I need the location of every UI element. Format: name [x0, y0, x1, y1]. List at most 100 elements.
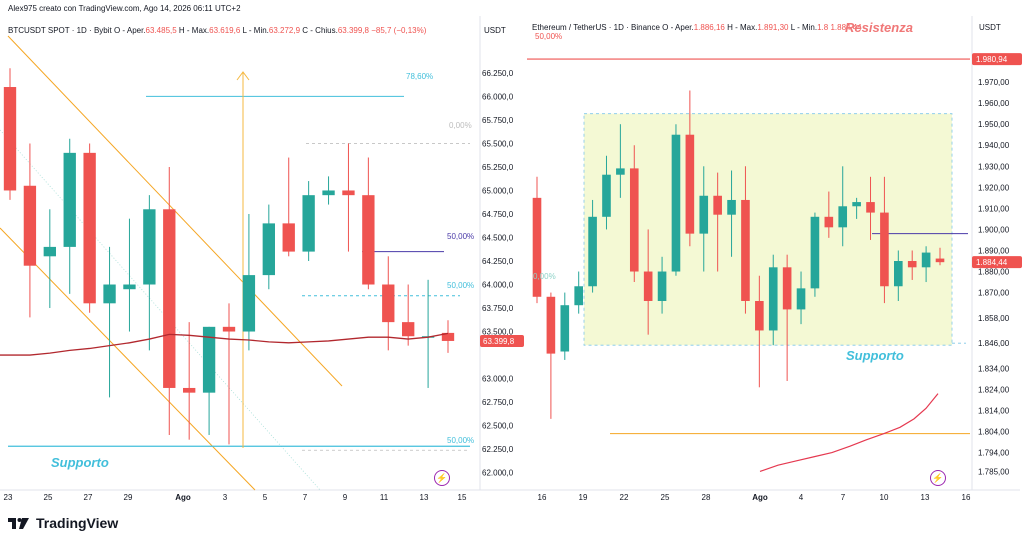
btc-y-tick: 65.000,0 — [482, 186, 514, 195]
btc-moving-average — [0, 332, 449, 356]
eth-resistance-text: 1.980,94 — [976, 55, 1008, 64]
eth-candle-body — [588, 216, 597, 287]
btc-high-value: 63.619,6 — [209, 26, 241, 35]
eth-y-tick: 1.858,00 — [978, 314, 1010, 323]
eth-candle-body — [894, 261, 903, 287]
eth-candle-body — [657, 271, 667, 301]
eth-open-value: 1.886,16 — [693, 23, 725, 32]
eth-y-tick: 1.900,00 — [978, 225, 1010, 234]
btc-candle-body — [43, 246, 56, 257]
btc-close-value: 63.399,8 — [337, 26, 369, 35]
eth-y-tick: 1.910,00 — [978, 204, 1010, 213]
btc-low-value: 63.272,9 — [268, 26, 301, 35]
btc-fib50-support-label: 50,00% — [447, 436, 475, 445]
eth-x-tick: 7 — [841, 493, 846, 502]
btc-symbol: BTCUSDT SPOT · 1D · Bybit — [8, 26, 112, 35]
btc-x-tick: 29 — [124, 493, 133, 502]
eth-y-tick: 1.880,00 — [978, 268, 1010, 277]
btc-candle-body — [163, 209, 176, 388]
eth-y-tick: 1.870,00 — [978, 289, 1010, 298]
btc-x-tick: 11 — [380, 493, 389, 502]
tradingview-logo[interactable]: TradingView — [8, 515, 118, 531]
btc-change-value: −85,7 (−0,13%) — [371, 26, 427, 35]
btc-x-tick: 13 — [420, 493, 429, 502]
creator-caption: Alex975 creato con TradingView.com, Ago … — [8, 4, 241, 13]
eth-candle-body — [782, 267, 792, 310]
eth-x-tick: 19 — [579, 493, 588, 502]
eth-candle-body — [935, 258, 945, 263]
eth-candle-body — [629, 168, 639, 272]
eth-x-tick: 25 — [661, 493, 670, 502]
eth-candle-body — [921, 252, 931, 268]
btc-y-tick: 64.750,0 — [482, 210, 514, 219]
eth-x-tick: 16 — [962, 493, 971, 502]
btc-trend-dotted — [0, 129, 321, 491]
btc-alert-icon[interactable]: ⚡ — [434, 470, 450, 486]
eth-candle-body — [560, 305, 570, 352]
btc-x-tick: 23 — [4, 493, 13, 502]
eth-candle-body — [685, 134, 695, 234]
eth-last-price-text: 1.884,44 — [976, 258, 1008, 267]
eth-y-tick: 1.824,00 — [978, 385, 1010, 394]
eth-candle-body — [907, 261, 917, 268]
btc-y-tick: 62.250,0 — [482, 445, 514, 454]
btc-legend: BTCUSDT SPOT · 1D · Bybit O - Aper.63.48… — [8, 26, 426, 35]
btc-x-tick: 9 — [343, 493, 348, 502]
btc-candle-body — [402, 322, 415, 337]
btc-projection-arrowhead — [236, 71, 250, 81]
eth-y-tick: 1.930,00 — [978, 162, 1010, 171]
btc-x-tick: 15 — [458, 493, 467, 502]
eth-moving-average — [759, 393, 939, 473]
btc-candle-body — [222, 326, 236, 332]
tradingview-logo-icon — [8, 518, 29, 529]
btc-candle-body — [242, 275, 256, 332]
btc-candle-body — [83, 152, 96, 304]
btc-close-label: C - Chius. — [302, 26, 338, 35]
eth-support-label: Supporto — [846, 348, 904, 363]
eth-candle-body — [574, 286, 583, 306]
eth-resistance-label: Resistenza — [845, 20, 913, 35]
btc-x-tick: 3 — [223, 493, 228, 502]
eth-x-tick: 10 — [880, 493, 889, 502]
eth-low-value: 1.8 — [817, 23, 829, 32]
eth-candle-body — [713, 195, 722, 215]
eth-candle-body — [838, 206, 848, 228]
eth-y-tick: 1.785,00 — [978, 467, 1010, 476]
btc-y-tick: 63.500,0 — [482, 328, 514, 337]
btc-fib0-label: 0,00% — [449, 121, 472, 130]
eth-candle-body — [671, 134, 681, 272]
eth-y-tick: 1.846,00 — [978, 339, 1010, 348]
btc-last-price-text: 63.399,8 — [483, 337, 515, 346]
eth-open-label: O - Aper. — [662, 23, 694, 32]
eth-y-tick: 1.940,00 — [978, 141, 1010, 150]
btc-fib50-dashed-label: 50,00% — [447, 281, 475, 290]
eth-y-tick: 1.834,00 — [978, 364, 1010, 373]
eth-high-value: 1.891,30 — [757, 23, 789, 32]
eth-x-tick: 28 — [702, 493, 711, 502]
eth-x-tick: 16 — [538, 493, 547, 502]
btc-y-tick: 66.250,0 — [482, 69, 514, 78]
eth-low-label: L - Min. — [790, 23, 818, 32]
btc-channel-lower — [0, 227, 256, 491]
eth-fib50-label: 50,00% — [535, 32, 563, 41]
eth-candle-body — [699, 195, 709, 234]
btc-currency-label: USDT — [484, 26, 506, 35]
eth-alert-icon[interactable]: ⚡ — [930, 470, 946, 486]
btc-candle-body — [262, 223, 275, 276]
eth-x-tick: 4 — [799, 493, 804, 502]
btc-x-tick: 25 — [44, 493, 53, 502]
btc-y-tick: 62.000,0 — [482, 469, 514, 478]
eth-y-tick: 1.950,00 — [978, 120, 1010, 129]
eth-last-price-badge — [972, 256, 1022, 269]
btc-candle-body — [103, 284, 116, 304]
eth-y-tick: 1.970,00 — [978, 78, 1010, 87]
btc-candle-body — [63, 152, 76, 247]
btc-y-tick: 64.500,0 — [482, 233, 514, 242]
eth-fib0-label: 0,00% — [533, 272, 556, 281]
eth-high-label: H - Max. — [727, 23, 758, 32]
eth-candle-body — [880, 212, 889, 287]
eth-candle-body — [741, 199, 750, 301]
btc-candle-body — [342, 190, 355, 196]
btc-candle-body — [3, 87, 17, 191]
eth-candle-body — [755, 300, 764, 331]
